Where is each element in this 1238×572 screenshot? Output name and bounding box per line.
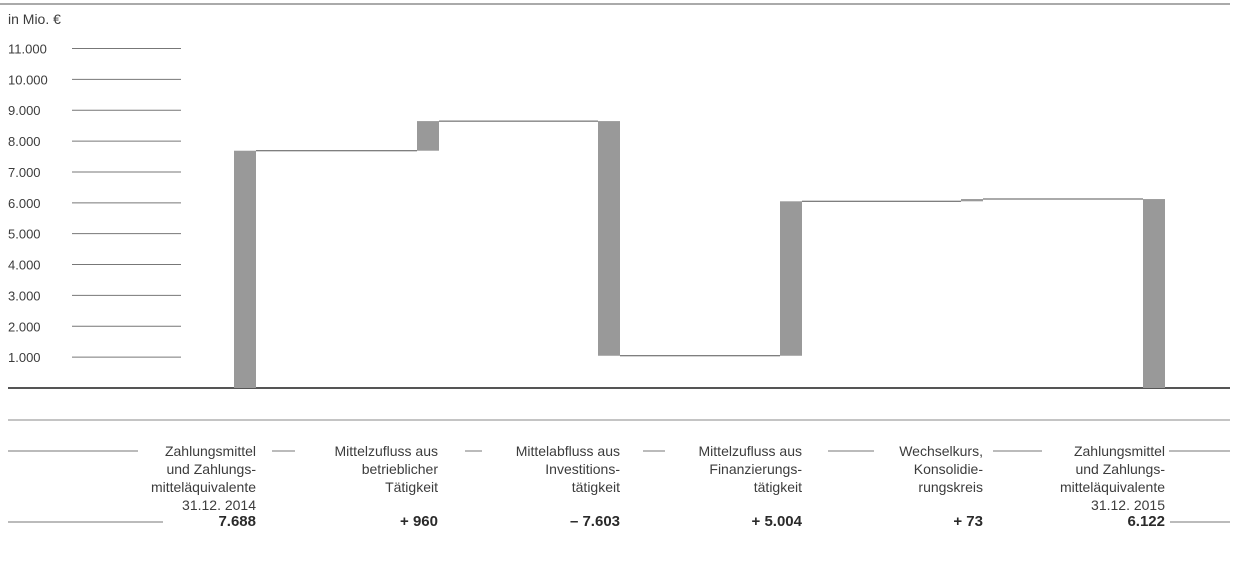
value-label: + 960 (400, 513, 438, 530)
y-tick-label: 5.000 (8, 227, 41, 242)
category-label: Zahlungsmittel und Zahlungs- mitteläquiv… (150, 443, 256, 513)
waterfall-bar (417, 121, 439, 151)
y-tick-label: 11.000 (8, 42, 47, 57)
value-label: + 73 (953, 513, 983, 530)
waterfall-bar (1143, 199, 1165, 388)
y-tick-label: 1.000 (8, 350, 41, 365)
value-label: 7.688 (218, 513, 256, 530)
y-tick-label: 4.000 (8, 258, 41, 273)
y-tick-label: 9.000 (8, 103, 41, 118)
category-label: Mittelzufluss aus Finanzierungs- tätigke… (698, 443, 802, 495)
value-label: – 7.603 (569, 513, 620, 530)
y-tick-label: 8.000 (8, 134, 41, 149)
value-label: + 5.004 (751, 513, 802, 530)
y-tick-label: 6.000 (8, 196, 41, 211)
category-label: Wechselkurs, Konsolidie- rungskreis (899, 443, 983, 495)
value-label: 6.122 (1127, 513, 1165, 530)
waterfall-bar (780, 201, 802, 356)
category-label: Zahlungsmittel und Zahlungs- mitteläquiv… (1059, 443, 1165, 513)
y-axis-unit-label: in Mio. € (8, 11, 61, 27)
y-tick-label: 10.000 (8, 72, 48, 87)
waterfall-bar (961, 199, 983, 202)
y-tick-label: 3.000 (8, 288, 41, 303)
category-label: Mittelzufluss aus betrieblicher Tätigkei… (334, 443, 438, 495)
waterfall-bar (598, 121, 620, 356)
category-label: Mittelabfluss aus Investitions- tätigkei… (515, 443, 620, 495)
y-tick-label: 7.000 (8, 165, 41, 180)
y-tick-label: 2.000 (8, 319, 41, 334)
waterfall-bar (234, 150, 256, 388)
